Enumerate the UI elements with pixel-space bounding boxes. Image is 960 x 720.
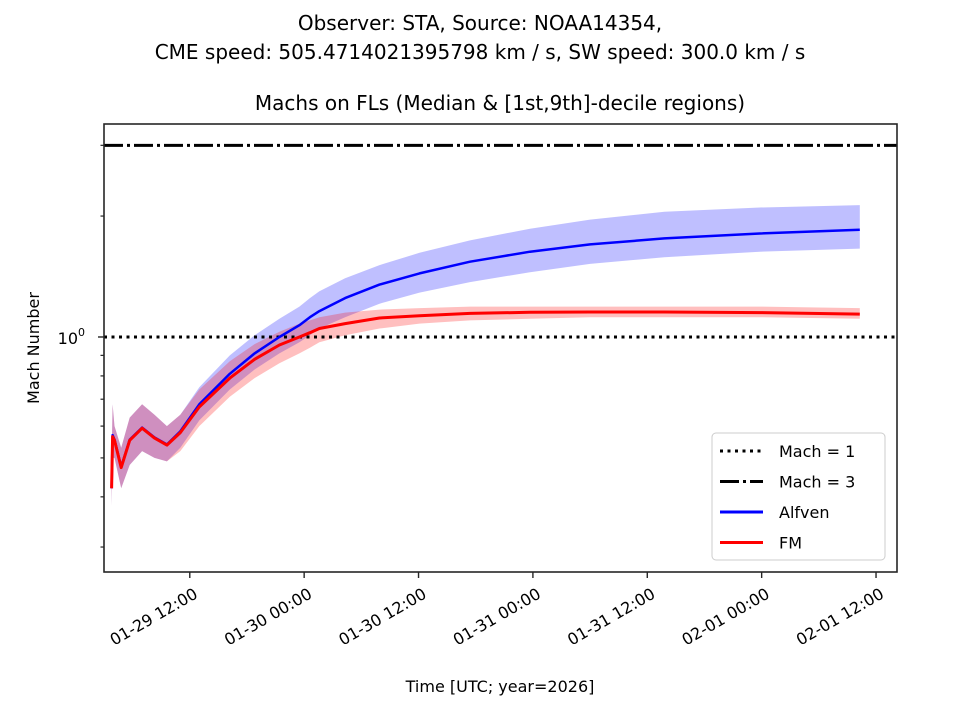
x-tick-label: 02-01 12:00 [793,584,887,649]
legend-box [711,432,886,561]
legend: Mach = 1 Mach = 3 Alfven FM [711,432,886,561]
legend-label: Alfven [779,503,829,522]
y-axis: 10 0 [58,144,104,548]
x-tick-label: 01-31 00:00 [450,584,544,649]
plot-contents [104,143,897,506]
legend-label: Mach = 1 [779,442,855,461]
axes-frame [103,123,898,573]
x-tick-label: 01-30 12:00 [335,584,429,649]
legend-label: Mach = 3 [779,473,855,492]
x-tick-label: 01-30 00:00 [221,584,315,649]
chart-title: Machs on FLs (Median & [1st,9th]-decile … [255,91,745,115]
x-axis: 01-29 12:00 01-30 00:00 01-30 12:00 01-31 0… [107,572,887,649]
x-tick-label: 01-29 12:00 [107,584,201,649]
figure-suptitle-line1: Observer: STA, Source: NOAA14354, [297,11,663,35]
y-tick-label-exponent: 0 [78,326,85,339]
y-axis-label: Mach Number [24,292,43,404]
plot-area [103,123,898,573]
x-tick-label: 02-01 00:00 [679,584,773,649]
x-axis-label: Time [UTC; year=2026] [405,677,595,696]
figure-suptitle-line2: CME speed: 505.4714021395798 km / s, SW … [154,40,806,64]
legend-label: FM [779,534,802,553]
x-tick-label: 01-31 12:00 [564,584,658,649]
y-tick-label: 10 [58,329,78,348]
line-fm-median [110,310,860,489]
